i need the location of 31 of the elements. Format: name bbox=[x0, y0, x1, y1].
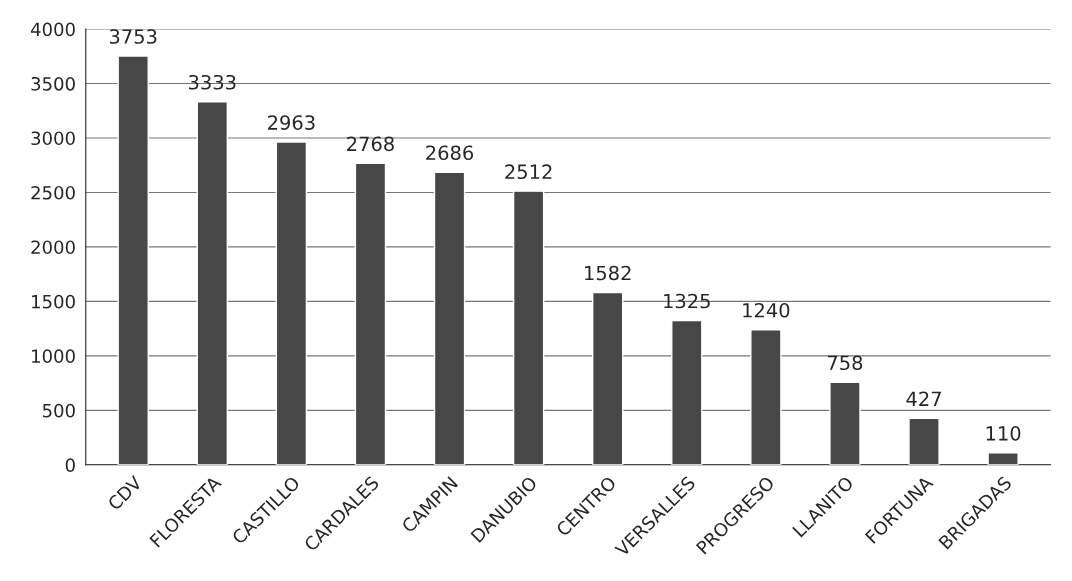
y-tick-label: 500 bbox=[42, 403, 75, 418]
bar bbox=[591, 291, 624, 465]
data-label: 2768 bbox=[347, 136, 394, 152]
bar bbox=[987, 452, 1019, 465]
y-tick-label: 0 bbox=[65, 458, 75, 472]
data-label: 2512 bbox=[505, 164, 552, 180]
bar bbox=[433, 171, 466, 465]
data-label: 1240 bbox=[743, 302, 790, 318]
y-tick-label: 3500 bbox=[31, 76, 75, 91]
data-label: 1582 bbox=[585, 265, 631, 281]
bar bbox=[829, 381, 861, 465]
y-tick-label: 1000 bbox=[32, 349, 75, 363]
data-label: 3753 bbox=[109, 29, 157, 44]
bar bbox=[275, 141, 308, 465]
y-tick-label: 2500 bbox=[31, 185, 75, 200]
bar bbox=[512, 190, 545, 465]
bar bbox=[117, 55, 149, 465]
data-label: 758 bbox=[827, 355, 863, 371]
bar bbox=[671, 319, 703, 465]
bar bbox=[354, 162, 387, 465]
data-label: 427 bbox=[906, 391, 941, 406]
bar bbox=[908, 417, 940, 465]
data-label: 110 bbox=[986, 426, 1021, 441]
bar bbox=[750, 329, 782, 465]
data-label: 2686 bbox=[426, 145, 474, 161]
data-label: 2963 bbox=[268, 115, 315, 130]
y-tick-label: 1500 bbox=[32, 294, 75, 309]
y-tick-label: 2000 bbox=[31, 240, 75, 255]
y-tick-label: 3000 bbox=[31, 131, 75, 146]
bar bbox=[196, 101, 229, 465]
y-tick-label: 4000 bbox=[30, 22, 75, 37]
